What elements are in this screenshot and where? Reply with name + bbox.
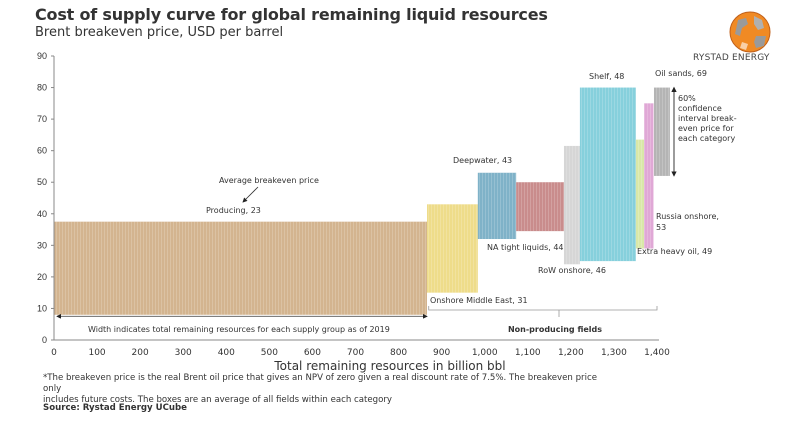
label-na-tight-liquids: NA tight liquids, 44 (487, 243, 564, 252)
box-texture-producing (54, 221, 427, 315)
x-tick-label: 700 (347, 348, 364, 358)
label-russia-onshore-value: 53 (656, 223, 666, 232)
x-tick-label: 1,300 (601, 348, 627, 358)
chart-subtitle: Brent breakeven price, USD per barrel (35, 25, 284, 40)
y-tick-label: 30 (37, 240, 47, 250)
x-tick-label: 0 (51, 348, 57, 358)
x-tick-label: 400 (218, 348, 235, 358)
annotation-width-note: Width indicates total remaining resource… (88, 325, 390, 334)
y-tick-label: 20 (37, 272, 47, 282)
y-tick-label: 80 (37, 83, 47, 93)
x-tick-label: 300 (175, 348, 192, 358)
confidence-label-line: each category (678, 134, 735, 143)
x-tick-label: 600 (304, 348, 321, 358)
annotation-arrow (242, 186, 259, 203)
footnote: *The breakeven price is the real Brent o… (43, 373, 603, 406)
non-producing-bracket (428, 306, 658, 311)
label-extra-heavy-oil: Extra heavy oil, 49 (637, 247, 712, 256)
confidence-label-line: confidence (678, 104, 722, 113)
x-axis-title: Total remaining resources in billion bbl (273, 359, 505, 373)
label-shelf: Shelf, 48 (589, 72, 624, 81)
y-tick-label: 50 (37, 177, 47, 187)
label-producing: Producing, 23 (206, 206, 261, 215)
x-tick-label: 800 (390, 348, 407, 358)
label-oil-sands: Oil sands, 69 (655, 69, 707, 78)
box-texture-russia-onshore (644, 103, 654, 249)
box-texture-extra-heavy-oil (635, 139, 645, 249)
y-tick-label: 90 (37, 51, 47, 61)
annotation-average-breakeven: Average breakeven price (219, 176, 319, 185)
x-tick-label: 100 (88, 348, 105, 358)
source-note: Source: Rystad Energy UCube (43, 403, 187, 413)
y-tick-label: 10 (37, 303, 47, 313)
label-onshore-middle-east: Onshore Middle East, 31 (430, 296, 528, 305)
confidence-label-line: 60% (678, 94, 696, 103)
y-tick-label: 70 (37, 114, 47, 124)
label-russia-onshore: Russia onshore, (656, 212, 719, 221)
confidence-label-line: even price for (678, 124, 734, 133)
box-texture-na-tight-liquids (516, 182, 564, 232)
label-row-onshore: RoW onshore, 46 (538, 266, 606, 275)
annotation-non-producing: Non-producing fields (508, 325, 602, 334)
box-texture-row-onshore (563, 145, 580, 265)
x-tick-label: 1,400 (644, 348, 670, 358)
chart-title: Cost of supply curve for global remainin… (35, 5, 548, 24)
y-tick-label: 40 (37, 209, 47, 219)
footnote-line-2: includes future costs. The boxes are an … (43, 395, 393, 405)
y-tick-label: 60 (37, 146, 47, 156)
x-tick-label: 1,100 (515, 348, 541, 358)
box-texture-oil-sands (653, 87, 670, 176)
x-tick-label: 500 (261, 348, 278, 358)
box-texture-shelf (579, 87, 636, 262)
rystad-logo-icon (729, 11, 771, 53)
logo-text: RYSTAD ENERGY (693, 53, 770, 63)
footnote-line-1: *The breakeven price is the real Brent o… (43, 373, 597, 394)
y-tick-label: 0 (42, 335, 47, 345)
x-tick-label: 200 (132, 348, 149, 358)
x-tick-label: 1,200 (558, 348, 584, 358)
x-tick-label: 900 (433, 348, 450, 358)
box-texture-deepwater (477, 172, 517, 240)
confidence-label-line: interval break- (678, 114, 737, 123)
x-tick-label: 1,000 (472, 348, 498, 358)
box-texture-onshore-middle-east (426, 204, 478, 293)
label-deepwater: Deepwater, 43 (453, 156, 512, 165)
